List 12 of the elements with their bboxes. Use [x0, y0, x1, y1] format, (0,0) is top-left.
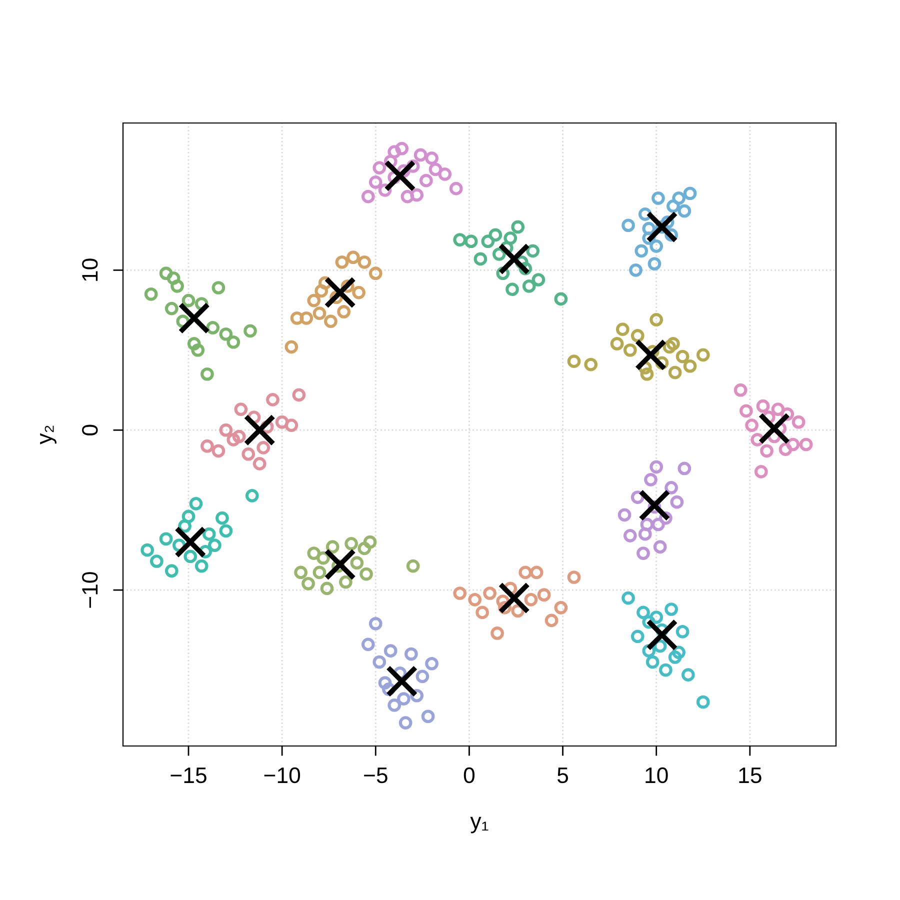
x-tick-label: −5 — [364, 768, 388, 784]
y-tick-label: 10 — [82, 258, 98, 281]
x-axis-title: y₁ — [470, 816, 488, 834]
x-tick-label: 5 — [557, 768, 568, 784]
y-tick-label: 0 — [82, 424, 98, 436]
x-tick-label: 15 — [739, 768, 762, 784]
x-tick-label: −15 — [170, 768, 206, 784]
x-tick-label: −10 — [264, 767, 300, 784]
y-axis-title: y₂ — [40, 426, 56, 444]
x-tick-label: 0 — [464, 767, 475, 784]
x-tick-label: 10 — [646, 767, 668, 784]
y-tick-label: −10 — [82, 572, 98, 608]
